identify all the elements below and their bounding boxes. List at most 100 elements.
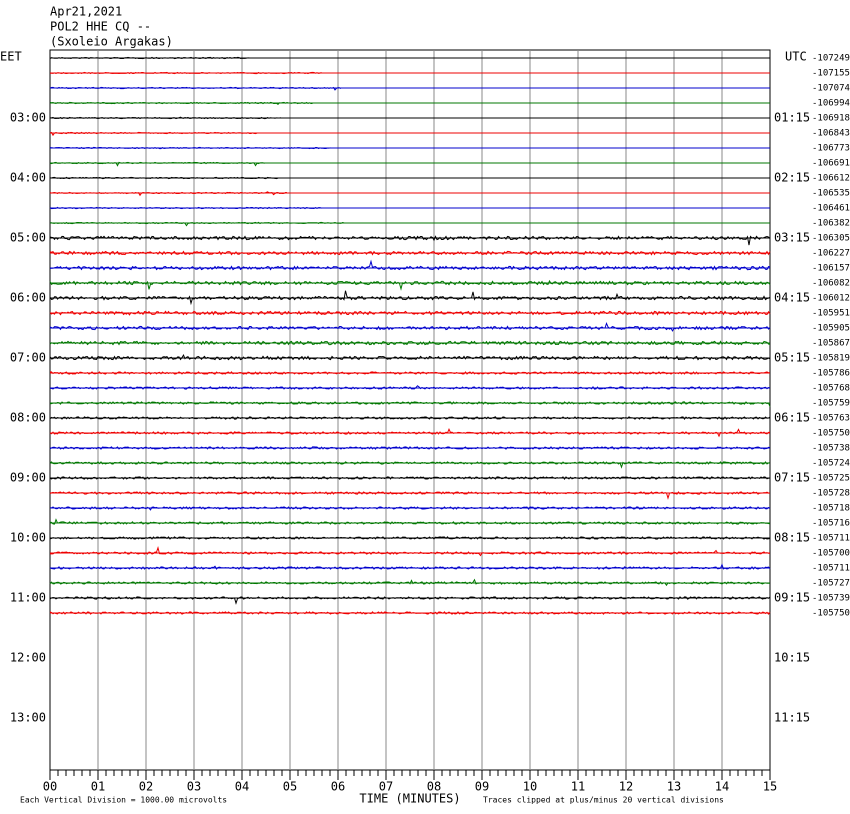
left-label: 04:00 xyxy=(10,171,46,185)
trace-offset: -105768 xyxy=(812,384,850,394)
trace-offset: -106012 xyxy=(812,294,850,304)
trace-offset: -107155 xyxy=(812,69,850,79)
trace-offset: -105750 xyxy=(812,429,850,439)
trace xyxy=(49,191,288,197)
right-axis-title: UTC xyxy=(785,50,807,64)
left-axis-title: EET xyxy=(0,50,22,64)
x-tick-label: 04 xyxy=(235,780,249,794)
trace xyxy=(49,563,771,570)
trace-offset: -106305 xyxy=(812,234,850,244)
x-tick-label: 01 xyxy=(91,780,105,794)
right-label: 02:15 xyxy=(774,171,810,185)
left-label: 05:00 xyxy=(10,231,46,245)
x-tick-label: 13 xyxy=(667,780,681,794)
trace-offset: -105739 xyxy=(812,594,850,604)
left-label: 03:00 xyxy=(10,111,46,125)
trace xyxy=(49,221,345,227)
trace xyxy=(49,596,771,605)
right-label: 11:15 xyxy=(774,711,810,725)
right-label: 09:15 xyxy=(774,591,810,605)
trace-offset: -106157 xyxy=(812,264,850,274)
trace xyxy=(49,611,771,615)
trace-offset: -105750 xyxy=(812,609,850,619)
x-tick-label: 00 xyxy=(43,780,57,794)
trace xyxy=(49,235,771,246)
trace-offset: -105905 xyxy=(812,324,850,334)
trace-offset: -106461 xyxy=(812,204,850,214)
left-label: 11:00 xyxy=(10,591,46,605)
x-axis-title: TIME (MINUTES) xyxy=(359,792,460,806)
trace-offset: -106382 xyxy=(812,219,850,229)
trace xyxy=(49,290,771,306)
trace xyxy=(49,86,342,91)
trace xyxy=(49,56,250,60)
trace xyxy=(49,250,771,256)
left-label: 13:00 xyxy=(10,711,46,725)
trace-offset: -106918 xyxy=(812,114,850,124)
trace xyxy=(49,578,770,587)
left-label: 08:00 xyxy=(10,411,46,425)
trace-offset: -105724 xyxy=(812,459,850,469)
trace-offset: -105738 xyxy=(812,444,850,454)
x-tick-label: 14 xyxy=(715,780,729,794)
trace xyxy=(49,131,258,137)
trace xyxy=(49,310,771,316)
right-label: 10:15 xyxy=(774,651,810,665)
trace-offset: -105786 xyxy=(812,369,850,379)
trace-offset: -105725 xyxy=(812,474,850,484)
right-label: 03:15 xyxy=(774,231,810,245)
date: Apr21,2021 xyxy=(50,5,122,19)
trace xyxy=(49,353,771,361)
trace-offset: -105711 xyxy=(812,564,850,574)
left-label: 09:00 xyxy=(10,471,46,485)
trace-offset: -106082 xyxy=(812,279,850,289)
trace xyxy=(49,321,771,332)
trace xyxy=(49,476,771,480)
left-label: 07:00 xyxy=(10,351,46,365)
trace-offset: -105716 xyxy=(812,519,850,529)
trace-offset: -106612 xyxy=(812,174,850,184)
trace-offset: -106843 xyxy=(812,129,850,139)
x-tick-label: 10 xyxy=(523,780,537,794)
trace xyxy=(49,71,322,75)
trace-offset: -106773 xyxy=(812,144,850,154)
trace-offset: -105728 xyxy=(812,489,850,499)
trace xyxy=(50,116,282,120)
trace xyxy=(49,546,771,557)
x-tick-label: 03 xyxy=(187,780,201,794)
right-label: 07:15 xyxy=(774,471,810,485)
left-label: 12:00 xyxy=(10,651,46,665)
plot-frame xyxy=(49,49,771,771)
trace xyxy=(49,279,771,291)
site: (Sxoleio Argakas) xyxy=(50,35,173,49)
trace-offset: -107249 xyxy=(812,54,850,64)
trace-offset: -105759 xyxy=(812,399,850,409)
trace-offset: -107074 xyxy=(812,84,850,94)
trace-offset: -106227 xyxy=(812,249,850,259)
x-tick-label: 07 xyxy=(379,780,393,794)
trace xyxy=(49,259,771,271)
x-tick-label: 09 xyxy=(475,780,489,794)
trace-offset: -106535 xyxy=(812,189,850,199)
x-tick-label: 11 xyxy=(571,780,585,794)
left-label: 10:00 xyxy=(10,531,46,545)
trace-offset: -105763 xyxy=(812,414,850,424)
x-tick-label: 08 xyxy=(427,780,441,794)
trace xyxy=(49,461,771,469)
trace xyxy=(49,161,265,167)
trace-offset: -105727 xyxy=(812,579,850,589)
trace-offset: -105951 xyxy=(812,309,850,319)
left-label: 06:00 xyxy=(10,291,46,305)
x-tick-label: 06 xyxy=(331,780,345,794)
trace xyxy=(49,536,771,540)
trace xyxy=(49,518,771,525)
trace-offset: -106691 xyxy=(812,159,850,169)
trace-offset: -105867 xyxy=(812,339,850,349)
trace-offset: -105700 xyxy=(812,549,850,559)
trace xyxy=(49,401,771,407)
trace xyxy=(49,176,279,180)
station: POL2 HHE CQ -- xyxy=(50,20,151,34)
right-label: 01:15 xyxy=(774,111,810,125)
trace xyxy=(49,146,331,150)
